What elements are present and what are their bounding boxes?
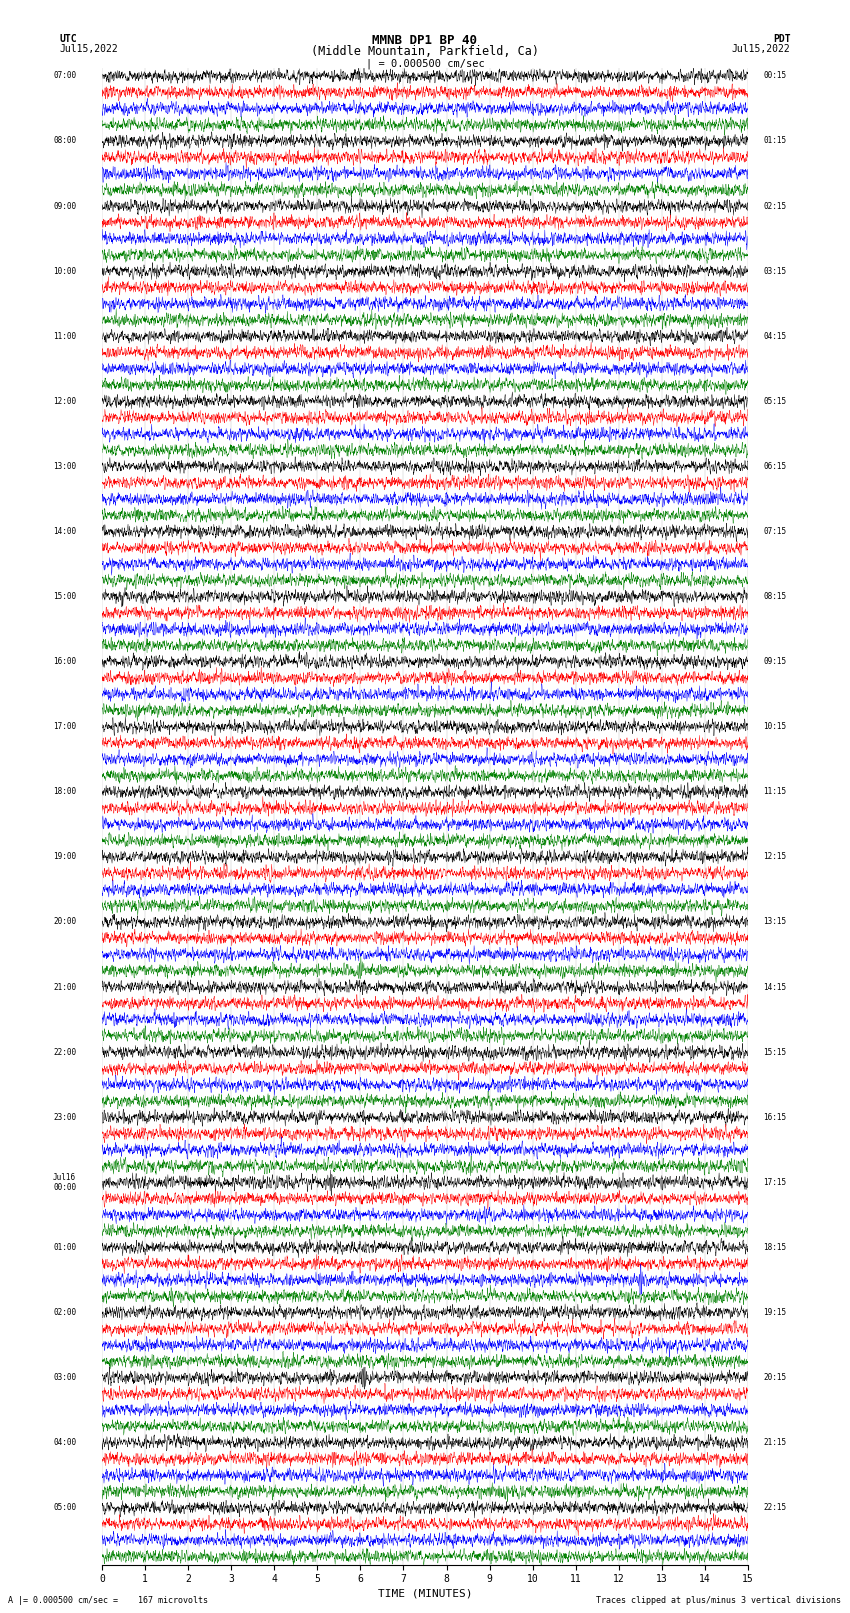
Text: 23:00: 23:00 <box>53 1113 76 1121</box>
Text: 10:00: 10:00 <box>53 266 76 276</box>
Text: 16:00: 16:00 <box>53 656 76 666</box>
Text: 22:00: 22:00 <box>53 1047 76 1057</box>
Text: 12:15: 12:15 <box>763 852 786 861</box>
Text: 17:00: 17:00 <box>53 723 76 731</box>
Text: 15:00: 15:00 <box>53 592 76 602</box>
Text: 04:00: 04:00 <box>53 1439 76 1447</box>
Text: 10:15: 10:15 <box>763 723 786 731</box>
Text: 11:15: 11:15 <box>763 787 786 797</box>
Text: 20:00: 20:00 <box>53 918 76 926</box>
Text: 05:00: 05:00 <box>53 1503 76 1511</box>
Text: 16:15: 16:15 <box>763 1113 786 1121</box>
Text: 06:15: 06:15 <box>763 461 786 471</box>
Text: 13:00: 13:00 <box>53 461 76 471</box>
Text: 15:15: 15:15 <box>763 1047 786 1057</box>
Text: 14:15: 14:15 <box>763 982 786 992</box>
X-axis label: TIME (MINUTES): TIME (MINUTES) <box>377 1589 473 1598</box>
Text: 07:00: 07:00 <box>53 71 76 81</box>
Text: 19:15: 19:15 <box>763 1308 786 1316</box>
Text: (Middle Mountain, Parkfield, Ca): (Middle Mountain, Parkfield, Ca) <box>311 45 539 58</box>
Text: 09:15: 09:15 <box>763 656 786 666</box>
Text: Jul15,2022: Jul15,2022 <box>732 44 791 53</box>
Text: 01:15: 01:15 <box>763 137 786 145</box>
Text: 12:00: 12:00 <box>53 397 76 406</box>
Text: Traces clipped at plus/minus 3 vertical divisions: Traces clipped at plus/minus 3 vertical … <box>597 1595 842 1605</box>
Text: Jul16
00:00: Jul16 00:00 <box>53 1173 76 1192</box>
Text: 08:15: 08:15 <box>763 592 786 602</box>
Text: MMNB DP1 BP 40: MMNB DP1 BP 40 <box>372 34 478 47</box>
Text: 05:15: 05:15 <box>763 397 786 406</box>
Text: 04:15: 04:15 <box>763 332 786 340</box>
Text: 02:15: 02:15 <box>763 202 786 211</box>
Text: 19:00: 19:00 <box>53 852 76 861</box>
Text: 17:15: 17:15 <box>763 1177 786 1187</box>
Text: 21:00: 21:00 <box>53 982 76 992</box>
Text: 11:00: 11:00 <box>53 332 76 340</box>
Text: 09:00: 09:00 <box>53 202 76 211</box>
Text: 03:00: 03:00 <box>53 1373 76 1382</box>
Text: 14:00: 14:00 <box>53 527 76 536</box>
Text: 07:15: 07:15 <box>763 527 786 536</box>
Text: 18:00: 18:00 <box>53 787 76 797</box>
Text: 22:15: 22:15 <box>763 1503 786 1511</box>
Text: 20:15: 20:15 <box>763 1373 786 1382</box>
Text: | = 0.000500 cm/sec: | = 0.000500 cm/sec <box>366 58 484 69</box>
Text: 02:00: 02:00 <box>53 1308 76 1316</box>
Text: PDT: PDT <box>773 34 790 44</box>
Text: 00:15: 00:15 <box>763 71 786 81</box>
Text: 01:00: 01:00 <box>53 1244 76 1252</box>
Text: UTC: UTC <box>60 34 77 44</box>
Text: 13:15: 13:15 <box>763 918 786 926</box>
Text: 21:15: 21:15 <box>763 1439 786 1447</box>
Text: 03:15: 03:15 <box>763 266 786 276</box>
Text: 08:00: 08:00 <box>53 137 76 145</box>
Text: 18:15: 18:15 <box>763 1244 786 1252</box>
Text: A |= 0.000500 cm/sec =    167 microvolts: A |= 0.000500 cm/sec = 167 microvolts <box>8 1595 208 1605</box>
Text: Jul15,2022: Jul15,2022 <box>60 44 118 53</box>
